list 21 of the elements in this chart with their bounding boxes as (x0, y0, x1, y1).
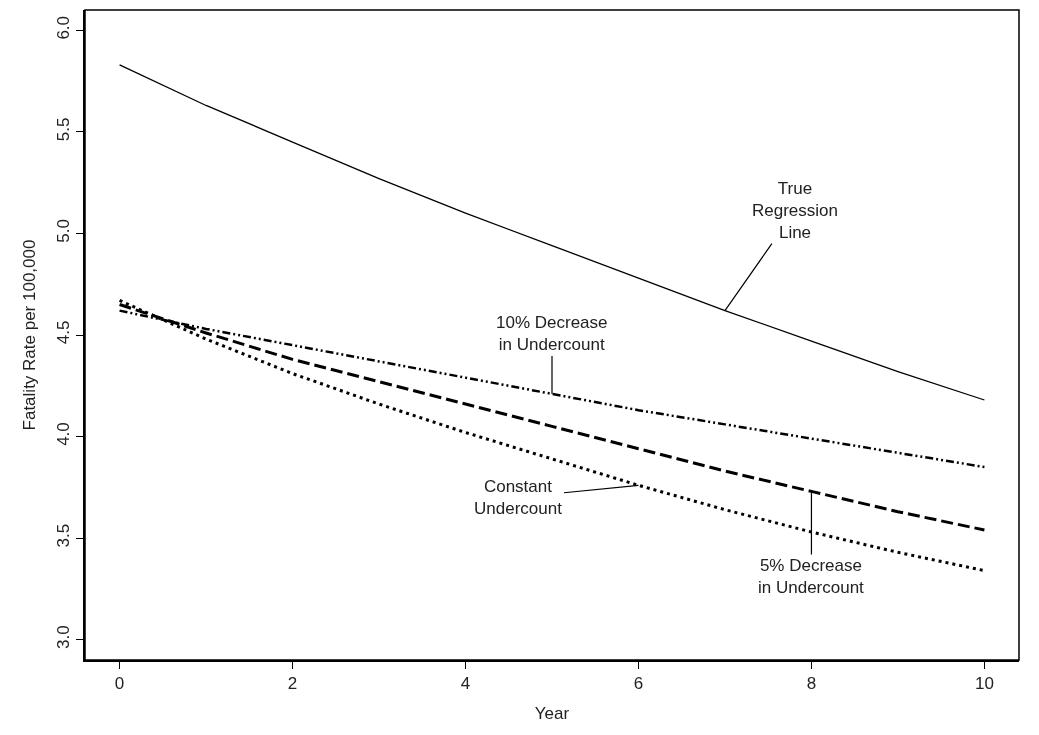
y-tick-label: 6.0 (54, 15, 74, 40)
y-tick-label: 4.0 (54, 422, 74, 446)
x-tick-label: 8 (806, 674, 817, 694)
y-tick-label: 3.5 (54, 523, 74, 548)
x-tick-label: 4 (460, 674, 471, 694)
x-tick-label: 2 (287, 674, 298, 694)
y-tick-label: 5.0 (54, 219, 74, 243)
annotation: True Regression Line (752, 179, 838, 243)
y-tick-label: 3.0 (54, 625, 74, 649)
annotation: 5% Decrease in Undercount (758, 556, 865, 598)
y-tick-label: 5.5 (54, 117, 74, 142)
line-series (118, 298, 986, 573)
x-tick-label: 10 (974, 674, 994, 694)
x-tick-label: 0 (114, 674, 125, 694)
x-tick-label: 6 (633, 674, 644, 694)
annotation: 10% Decrease in Undercount (496, 313, 608, 355)
line-series (118, 64, 986, 401)
annotation: Constant Undercount (474, 477, 563, 519)
x-axis-title: Year (534, 704, 570, 724)
y-tick-label: 4.5 (54, 320, 74, 345)
y-axis-title: Fatality Rate per 100,000 (19, 239, 39, 431)
